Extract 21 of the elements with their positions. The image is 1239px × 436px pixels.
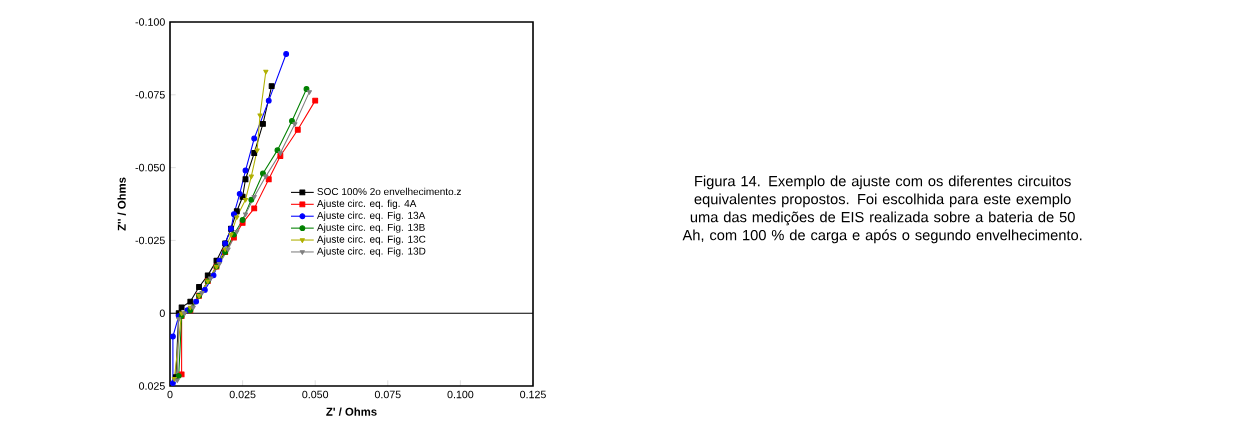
x-axis-title: Z' / Ohms: [326, 407, 377, 416]
legend-label: Ajuste circ. eq. Fig. 13D: [316, 247, 426, 257]
legend-label: Ajuste circ. eq. Fig. 13A: [316, 211, 426, 221]
y-tick-label: -0.050: [135, 163, 165, 172]
y-axis-title: Z'' / Ohms: [117, 177, 126, 231]
x-tick-label: 0.100: [447, 390, 474, 399]
legend-label: Ajuste circ. eq. Fig. 13B: [316, 223, 425, 233]
y-tick-label: -0.025: [135, 236, 165, 245]
legend-label: Ajuste circ. eq. Fig. 13C: [316, 235, 426, 245]
legend-label: SOC 100% 2o envelhecimento.z: [317, 187, 461, 196]
text: Figura 14. Exemplo de ajuste com os diferentes circuitos equivalentes propostos. Foi escolhida para este exemplo uma das medições de EIS realizada sobre a bateria de 50 Ah, com 100 % de carga e após o segundo envelhecimento.: [682, 175, 1082, 244]
y-tick-label: -0.100: [135, 18, 165, 26]
x-tick-label: 0.075: [374, 390, 401, 399]
x-tick-label: 0.025: [229, 390, 256, 399]
x-tick-label: 0.050: [302, 390, 329, 399]
y-tick-label: 0.025: [139, 382, 165, 390]
y-tick-label: 0: [159, 309, 165, 317]
y-tick-label: -0.075: [135, 91, 165, 99]
x-tick-label: 0.125: [520, 390, 546, 399]
x-tick-label: 0: [167, 390, 173, 399]
legend-label: Ajuste circ. eq. fig. 4A: [316, 199, 417, 209]
